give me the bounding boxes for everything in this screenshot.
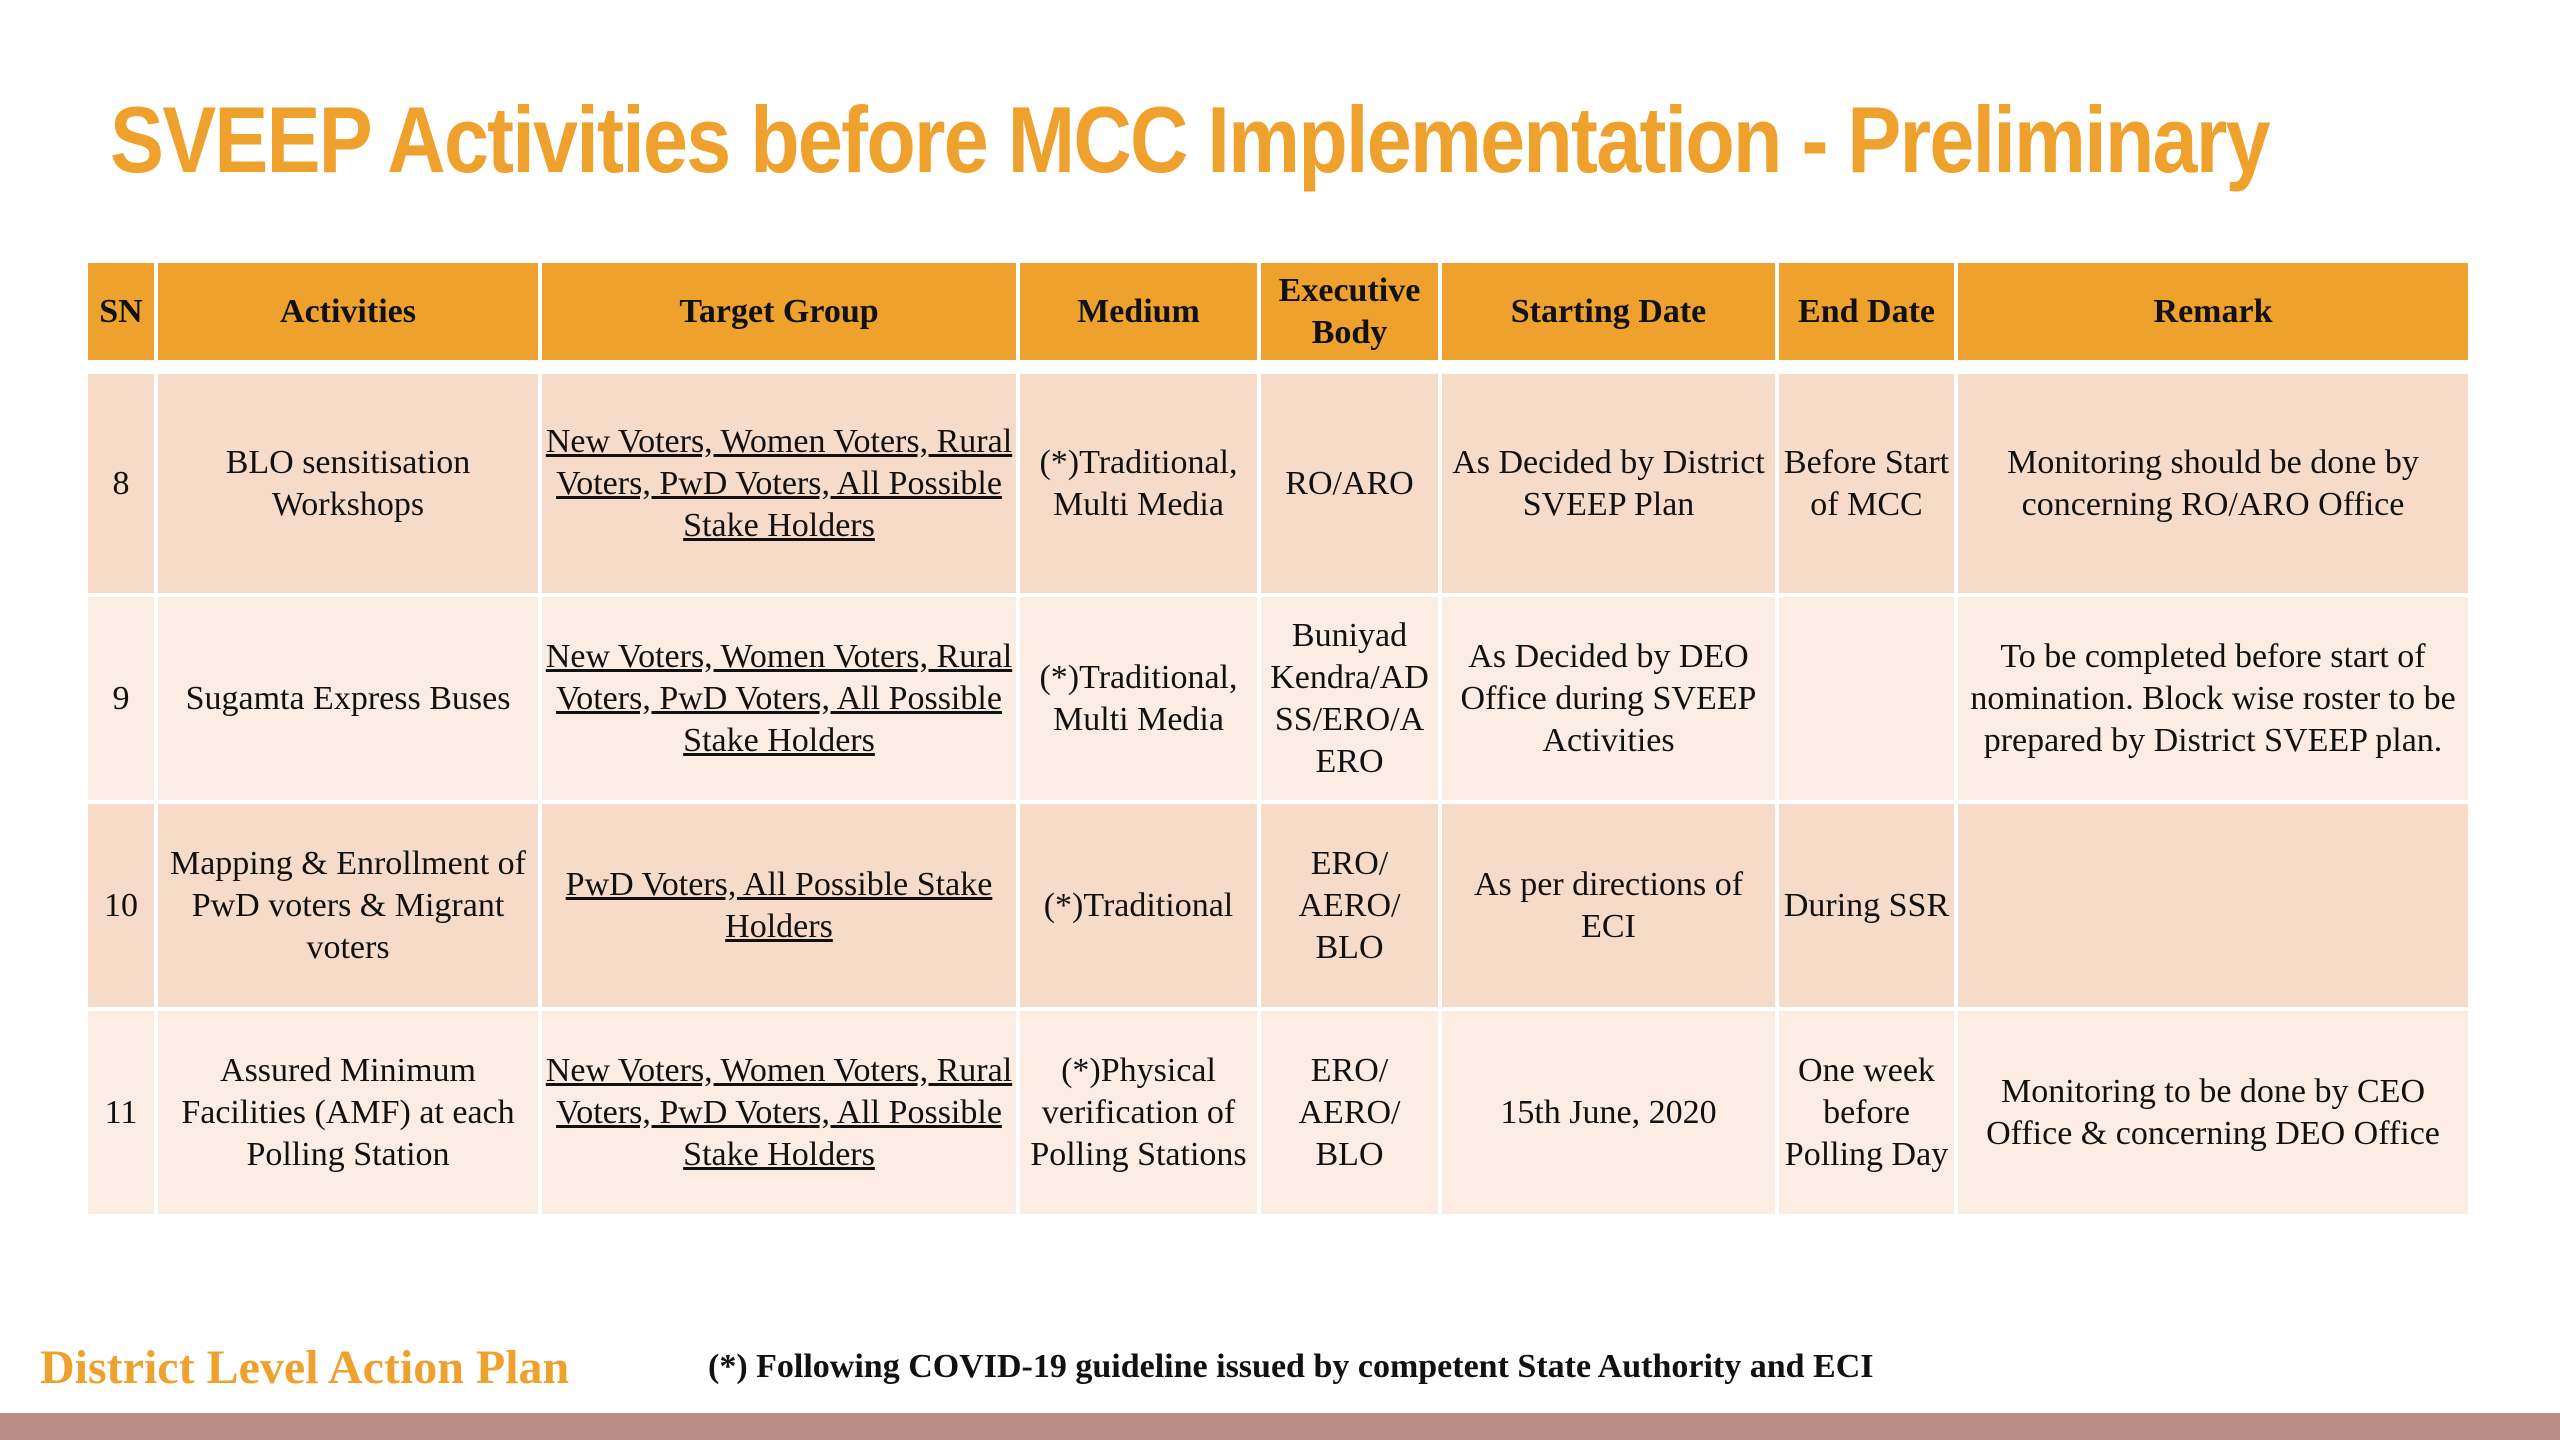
footer-covid-note: (*) Following COVID-19 guideline issued … xyxy=(708,1348,1874,1385)
header-target-group: Target Group xyxy=(542,263,1016,360)
bottom-decorative-bar xyxy=(0,1413,2560,1440)
header-starting-date: Starting Date xyxy=(1442,263,1775,360)
table-row: 8 BLO sensitisation Workshops New Voters… xyxy=(88,374,2468,593)
cell-starting-date: As per directions of ECI xyxy=(1442,804,1775,1007)
cell-sn: 11 xyxy=(88,1011,154,1214)
cell-target-group: New Voters, Women Voters, Rural Voters, … xyxy=(542,374,1016,593)
cell-activity: Sugamta Express Buses xyxy=(158,597,538,800)
header-remark: Remark xyxy=(1958,263,2468,360)
footer-plan-label: District Level Action Plan xyxy=(40,1341,570,1394)
cell-executive-body: Buniyad Kendra/AD SS/ERO/A ERO xyxy=(1261,597,1438,800)
cell-sn: 10 xyxy=(88,804,154,1007)
header-medium: Medium xyxy=(1020,263,1257,360)
cell-executive-body: ERO/ AERO/ BLO xyxy=(1261,804,1438,1007)
cell-remark: To be completed before start of nominati… xyxy=(1958,597,2468,800)
header-spacer xyxy=(88,364,2468,370)
cell-starting-date: As Decided by DEO Office during SVEEP Ac… xyxy=(1442,597,1775,800)
cell-starting-date: 15th June, 2020 xyxy=(1442,1011,1775,1214)
cell-end-date xyxy=(1779,597,1954,800)
cell-target-group: PwD Voters, All Possible Stake Holders xyxy=(542,804,1016,1007)
cell-end-date: During SSR xyxy=(1779,804,1954,1007)
cell-end-date: Before Start of MCC xyxy=(1779,374,1954,593)
cell-medium: (*)Physical verification of Polling Stat… xyxy=(1020,1011,1257,1214)
table-row: 10 Mapping & Enrollment of PwD voters & … xyxy=(88,804,2468,1007)
slide-title: SVEEP Activities before MCC Implementati… xyxy=(110,87,2271,192)
header-activities: Activities xyxy=(158,263,538,360)
table-row: 11 Assured Minimum Facilities (AMF) at e… xyxy=(88,1011,2468,1214)
cell-end-date: One week before Polling Day xyxy=(1779,1011,1954,1214)
cell-remark: Monitoring to be done by CEO Office & co… xyxy=(1958,1011,2468,1214)
header-end-date: End Date xyxy=(1779,263,1954,360)
cell-activity: Assured Minimum Facilities (AMF) at each… xyxy=(158,1011,538,1214)
activities-table: SN Activities Target Group Medium Execut… xyxy=(84,259,2472,1218)
cell-target-group: New Voters, Women Voters, Rural Voters, … xyxy=(542,1011,1016,1214)
cell-sn: 8 xyxy=(88,374,154,593)
activities-table-container: SN Activities Target Group Medium Execut… xyxy=(88,259,2472,1218)
header-executive-body: Executive Body xyxy=(1261,263,1438,360)
cell-remark: Monitoring should be done by concerning … xyxy=(1958,374,2468,593)
cell-sn: 9 xyxy=(88,597,154,800)
cell-remark xyxy=(1958,804,2468,1007)
cell-starting-date: As Decided by District SVEEP Plan xyxy=(1442,374,1775,593)
cell-activity: BLO sensitisation Workshops xyxy=(158,374,538,593)
cell-medium: (*)Traditional, Multi Media xyxy=(1020,374,1257,593)
cell-executive-body: RO/ARO xyxy=(1261,374,1438,593)
header-sn: SN xyxy=(88,263,154,360)
cell-target-group: New Voters, Women Voters, Rural Voters, … xyxy=(542,597,1016,800)
cell-medium: (*)Traditional xyxy=(1020,804,1257,1007)
cell-executive-body: ERO/ AERO/ BLO xyxy=(1261,1011,1438,1214)
cell-medium: (*)Traditional, Multi Media xyxy=(1020,597,1257,800)
table-header-row: SN Activities Target Group Medium Execut… xyxy=(88,263,2468,360)
cell-activity: Mapping & Enrollment of PwD voters & Mig… xyxy=(158,804,538,1007)
table-row: 9 Sugamta Express Buses New Voters, Wome… xyxy=(88,597,2468,800)
